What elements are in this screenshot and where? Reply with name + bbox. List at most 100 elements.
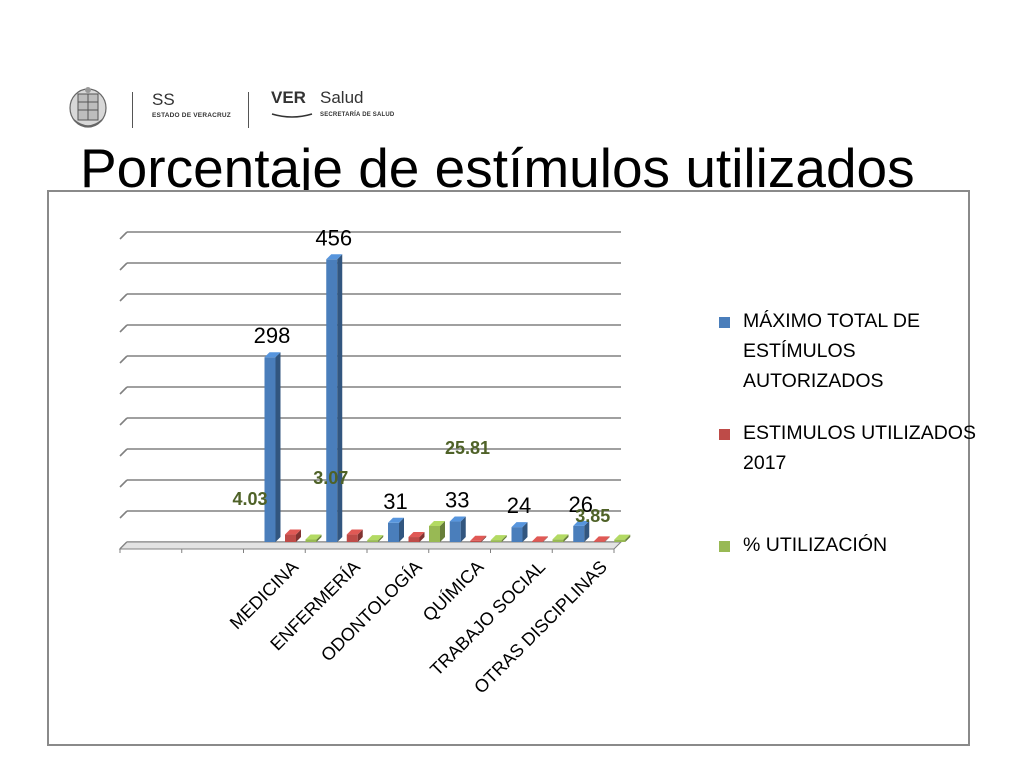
bar-used-2017-top (470, 535, 487, 541)
bar-max-authorized-side (460, 516, 466, 542)
category-label: TRABAJO SOCIAL (426, 557, 549, 680)
bar-utilization (429, 525, 440, 542)
bar-utilization-side (625, 534, 631, 542)
bar-utilization-side (440, 520, 445, 542)
data-label-max-authorized: 298 (254, 323, 291, 348)
legend-label-line: ESTÍMULOS (743, 340, 856, 362)
bar-used-2017-top (593, 536, 610, 542)
bar-utilization (490, 540, 502, 542)
bar-used-2017-side (357, 529, 363, 542)
logo-divider (132, 92, 133, 128)
bar-max-authorized (326, 259, 338, 542)
bar-utilization-top (614, 534, 631, 540)
bar-used-2017 (532, 541, 543, 542)
bar-utilization (552, 539, 564, 542)
data-label-utilization: 25.81 (445, 438, 490, 458)
gridline-tick (119, 231, 128, 240)
logo-divider (248, 92, 249, 128)
data-label-max-authorized: 456 (315, 225, 352, 250)
bar-max-authorized-side (337, 254, 343, 542)
gridline-tick (119, 355, 128, 364)
bar-max-authorized-side (275, 352, 281, 542)
data-label-max-authorized: 33 (445, 488, 469, 513)
gridline-tick (119, 293, 128, 302)
bar-used-2017 (593, 541, 605, 542)
bar-utilization-side (501, 535, 507, 542)
legend-label-line: ESTIMULOS UTILIZADOS (743, 422, 976, 444)
bar-used-2017-side (604, 536, 610, 542)
chart-frame: 298 456 31 33 24 26 4.03 3.07 25.81 3.85 MEDICINA E… (47, 190, 976, 746)
bar-used-2017-side (543, 536, 548, 542)
legend-swatch (719, 429, 730, 440)
bar-max-authorized-top (511, 522, 528, 528)
bar-max-authorized-top (264, 352, 281, 358)
bar-max-authorized (449, 521, 461, 542)
bar-used-2017 (408, 537, 420, 542)
bar-utilization-top (552, 534, 569, 540)
bar-used-2017 (285, 534, 296, 542)
gridline-tick (119, 386, 128, 395)
bar-used-2017-side (296, 529, 301, 542)
data-label-max-authorized: 26 (569, 492, 593, 517)
data-label-max-authorized: 31 (383, 489, 407, 514)
bar-utilization (367, 540, 379, 542)
swoosh-icon (271, 113, 313, 118)
bar-max-authorized-top (326, 254, 343, 260)
bar-used-2017-top (346, 529, 363, 535)
bar-max-authorized-side (584, 520, 590, 542)
bar-utilization-top (367, 535, 384, 541)
gridline-tick (119, 510, 128, 519)
bar-utilization-top (490, 535, 507, 541)
logo-salud-subtitle: SECRETARÍA DE SALUD (320, 112, 395, 118)
bar-max-authorized (573, 525, 585, 542)
bar-max-authorized (264, 357, 276, 542)
gridline-tick (119, 448, 128, 457)
logo-ss-subtitle: ESTADO DE VERACRUZ (152, 112, 231, 119)
bar-max-authorized-side (522, 522, 528, 542)
bar-max-authorized-top (388, 517, 404, 523)
bar-utilization-side (378, 535, 384, 542)
legend-label: % UTILIZACIÓN (743, 530, 1013, 560)
logo-salud: Salud (320, 88, 364, 107)
legend-label: MÁXIMO TOTAL DE ESTÍMULOS AUTORIZADOS (743, 306, 1013, 396)
gridline-tick (119, 417, 128, 426)
legend-swatch (719, 541, 730, 552)
logo-ss: SS (152, 90, 175, 109)
bar-used-2017-top (408, 532, 425, 538)
bar-max-authorized-top (449, 516, 466, 522)
bar-utilization (614, 539, 626, 542)
bar-used-2017-side (481, 535, 487, 542)
bar-max-authorized (511, 527, 523, 542)
bar-used-2017 (346, 534, 358, 542)
bar-used-2017-top (285, 529, 301, 535)
bar-max-authorized-side (399, 517, 404, 542)
bar-utilization (305, 539, 317, 542)
bar-max-authorized (388, 522, 399, 542)
bar-used-2017-top (532, 536, 548, 542)
data-label-utilization: 4.03 (233, 489, 268, 509)
bar-utilization-top (305, 534, 322, 540)
data-label-utilization: 3.85 (575, 506, 610, 526)
data-label-utilization: 3.07 (313, 468, 348, 488)
legend-label: ESTIMULOS UTILIZADOS 2017 (743, 418, 1013, 478)
bar-utilization-side (563, 534, 569, 542)
legend-label-line: 2017 (743, 452, 787, 474)
legend-label-line: AUTORIZADOS (743, 370, 884, 392)
page-title: Porcentaje de estímulos utilizados (80, 137, 915, 199)
gridline-tick (119, 479, 128, 488)
legend-swatch (719, 317, 730, 328)
bar-used-2017-side (419, 532, 425, 542)
bar-utilization-top (429, 520, 445, 526)
bar-utilization-side (316, 534, 322, 542)
legend-label-line: % UTILIZACIÓN (743, 534, 888, 556)
data-label-max-authorized: 24 (507, 493, 531, 518)
gridline-tick (119, 262, 128, 271)
chart-floor (118, 541, 623, 550)
veracruz-seal-icon (69, 87, 107, 128)
header-logos: SS ESTADO DE VERACRUZ VER Salud SECRETAR… (66, 84, 406, 130)
bar-used-2017 (470, 540, 482, 542)
logo-ver: VER (271, 88, 306, 107)
gridline-tick (119, 324, 128, 333)
bar-max-authorized-top (573, 520, 590, 526)
